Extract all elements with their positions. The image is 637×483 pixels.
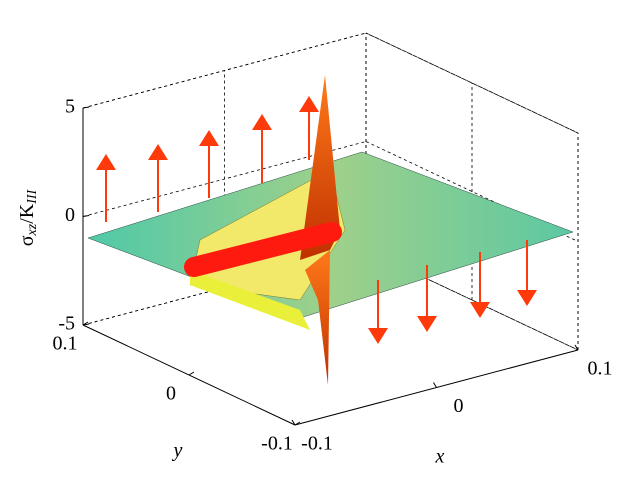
x-tick-label: 0 bbox=[454, 395, 464, 417]
y-tick-label: 0.1 bbox=[53, 333, 78, 355]
y-tick-label: -0.1 bbox=[261, 433, 293, 455]
x-tick-label: 0.1 bbox=[588, 358, 613, 380]
tick-mark bbox=[291, 419, 296, 426]
y-tick-label: 0 bbox=[166, 383, 176, 405]
z-tick-label: 5 bbox=[65, 96, 75, 118]
x-tick-label: -0.1 bbox=[301, 433, 333, 455]
tick-mark bbox=[294, 421, 301, 426]
tick-mark bbox=[188, 371, 195, 376]
tick-mark bbox=[82, 321, 89, 326]
tick-mark bbox=[433, 382, 437, 388]
tick-mark bbox=[82, 215, 90, 217]
arrows bbox=[96, 96, 537, 344]
z-axis-label: σxz/KIII bbox=[16, 188, 41, 246]
x-axis-label: x bbox=[435, 446, 445, 468]
tick-mark bbox=[574, 344, 579, 351]
z-tick-label: -5 bbox=[58, 313, 75, 335]
y-axis-label: y bbox=[172, 440, 183, 462]
surface bbox=[87, 75, 574, 385]
z-tick-label: 0 bbox=[65, 204, 75, 226]
tick-mark bbox=[82, 106, 90, 109]
